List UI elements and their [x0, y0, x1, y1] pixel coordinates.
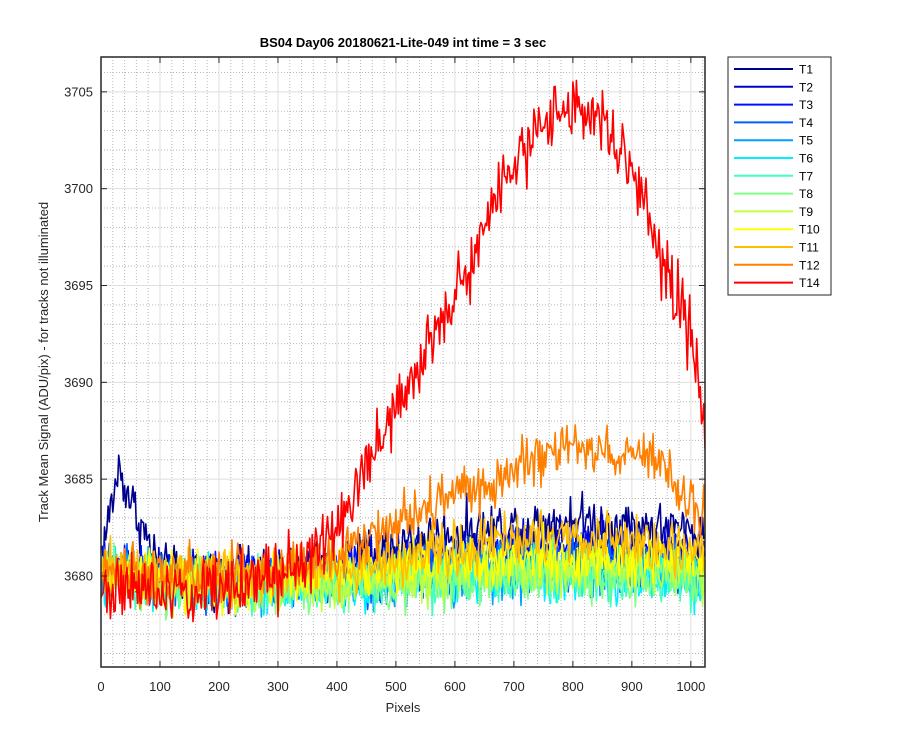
y-tick-label: 3685	[64, 472, 93, 487]
axes-box	[100, 56, 706, 668]
x-axis-label: Pixels	[386, 700, 421, 715]
y-tick-label: 3705	[64, 84, 93, 99]
legend-label-t12: T12	[799, 258, 820, 272]
x-tick-labels: 0 100 200 300 400 500 600 700 800 900 1000	[97, 679, 705, 694]
x-tick-label: 100	[149, 679, 171, 694]
x-tick-label: 800	[562, 679, 584, 694]
y-tick-label: 3695	[64, 278, 93, 293]
x-tick-label: 700	[503, 679, 525, 694]
y-tick-labels: 3680 3685 3690 3695 3700 3705	[64, 84, 93, 583]
legend-label-t2: T2	[799, 80, 813, 94]
y-tick-label: 3690	[64, 375, 93, 390]
y-axis-label: Track Mean Signal (ADU/pix) - for tracks…	[36, 202, 51, 522]
x-tick-label: 300	[267, 679, 289, 694]
x-tick-label: 600	[444, 679, 466, 694]
legend-label-t7: T7	[799, 169, 813, 183]
x-tick-label: 1000	[676, 679, 705, 694]
chart-title: BS04 Day06 20180621-Lite-049 int time = …	[260, 35, 547, 50]
y-tick-label: 3700	[64, 181, 93, 196]
legend: T1 T2 T3 T4 T5 T6 T7 T8 T9 T10 T11 T12 T14	[727, 56, 832, 296]
legend-label-t11: T11	[799, 241, 819, 255]
legend-label-t14: T14	[799, 276, 820, 290]
legend-items: T1 T2 T3 T4 T5 T6 T7 T8 T9 T10 T11 T12 T14	[734, 63, 820, 290]
x-tick-label: 400	[326, 679, 348, 694]
tick-marks	[100, 57, 705, 667]
legend-label-t1: T1	[799, 63, 813, 77]
x-tick-label: 0	[97, 679, 104, 694]
series-layer	[101, 79, 705, 623]
legend-label-t10: T10	[799, 223, 820, 237]
series-line-t14	[101, 79, 705, 623]
legend-label-t9: T9	[799, 205, 813, 219]
legend-label-t3: T3	[799, 98, 813, 112]
legend-label-t4: T4	[799, 116, 813, 130]
legend-label-t8: T8	[799, 187, 813, 201]
legend-label-t5: T5	[799, 134, 813, 148]
x-tick-label: 200	[208, 679, 230, 694]
series-line-t11	[101, 509, 705, 611]
x-tick-label: 500	[385, 679, 407, 694]
legend-label-t6: T6	[799, 152, 813, 166]
y-tick-label: 3680	[64, 568, 93, 583]
x-tick-label: 900	[621, 679, 643, 694]
